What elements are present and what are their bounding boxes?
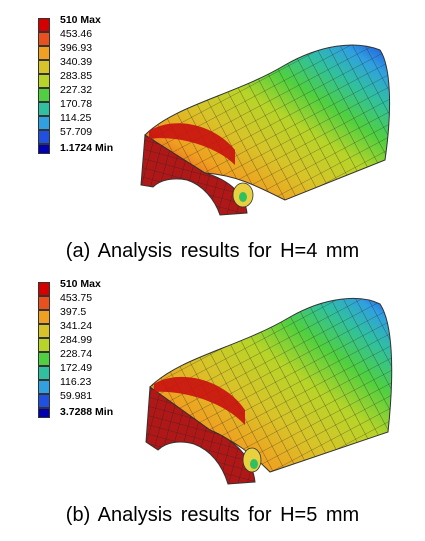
legend-label: 228.74 bbox=[60, 348, 93, 360]
legend-label-min: 1.1724 Min bbox=[60, 142, 114, 154]
legend-label: 341.24 bbox=[60, 320, 93, 332]
panel-a: 510 Max 453.46 396.93 340.39 283.85 227.… bbox=[0, 0, 425, 270]
legend-label: 227.32 bbox=[60, 84, 93, 96]
legend-swatch bbox=[38, 366, 50, 380]
fem-stress-model-b bbox=[145, 297, 393, 485]
legend-label: 170.78 bbox=[60, 98, 93, 110]
legend-label: 396.93 bbox=[60, 42, 93, 54]
fem-stress-model-a bbox=[140, 44, 391, 216]
legend-swatch bbox=[38, 144, 50, 154]
caption-a: (a) Analysis results for H=4 mm bbox=[65, 240, 360, 262]
legend-swatch bbox=[38, 352, 50, 366]
legend-swatch bbox=[38, 46, 50, 60]
legend-swatch bbox=[38, 310, 50, 324]
legend-label: 453.46 bbox=[60, 28, 93, 40]
legend-swatch bbox=[38, 394, 50, 408]
legend-label: 57.709 bbox=[60, 126, 93, 138]
legend-swatch bbox=[38, 338, 50, 352]
legend-swatch bbox=[38, 74, 50, 88]
legend-swatch bbox=[38, 282, 50, 296]
legend-swatch bbox=[38, 296, 50, 310]
legend-label-min: 3.7288 Min bbox=[60, 406, 114, 418]
legend-label: 59.981 bbox=[60, 390, 93, 402]
caption-b: (b) Analysis results for H=5 mm bbox=[65, 504, 360, 526]
legend-swatch bbox=[38, 18, 50, 32]
legend-swatch bbox=[38, 102, 50, 116]
legend-label-max: 510 Max bbox=[60, 14, 101, 26]
legend-swatch bbox=[38, 116, 50, 130]
legend-swatch bbox=[38, 380, 50, 394]
legend-label: 283.85 bbox=[60, 70, 93, 82]
legend-label: 453.75 bbox=[60, 292, 93, 304]
legend-label: 172.49 bbox=[60, 362, 93, 374]
panel-b: 510 Max 453.75 397.5 341.24 284.99 228.7… bbox=[0, 272, 425, 541]
legend-swatch bbox=[38, 408, 50, 418]
legend-label: 340.39 bbox=[60, 56, 93, 68]
legend-swatch bbox=[38, 88, 50, 102]
legend-label: 397.5 bbox=[60, 306, 87, 318]
legend-label-max: 510 Max bbox=[60, 278, 101, 290]
legend-label: 114.25 bbox=[60, 112, 92, 124]
legend-swatch bbox=[38, 60, 50, 74]
legend-swatch bbox=[38, 130, 50, 144]
legend-swatch bbox=[38, 32, 50, 46]
legend-swatch bbox=[38, 324, 50, 338]
legend-label: 284.99 bbox=[60, 334, 93, 346]
legend-label: 116.23 bbox=[60, 376, 92, 388]
